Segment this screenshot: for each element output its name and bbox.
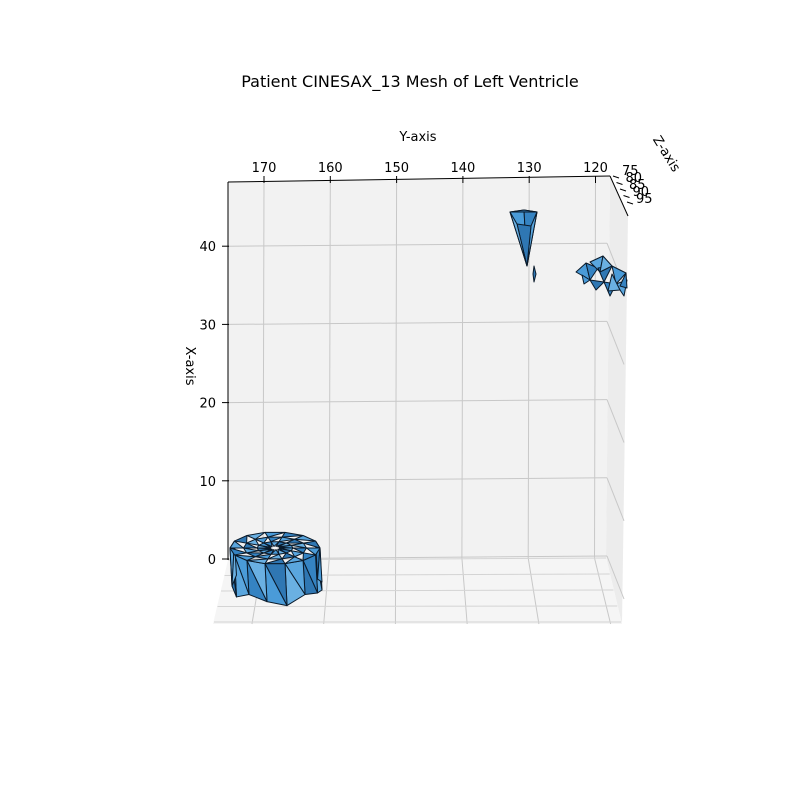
x-tick-label: 30 [199,318,216,333]
z-tick-mark [617,183,623,185]
z-tick-mark [627,202,633,204]
x-axis-label: X-axis [182,347,197,386]
x-tick-label: 0 [208,553,216,568]
back-pane [228,176,610,560]
y-tick-label: 160 [318,161,343,176]
x-tick-label: 40 [199,240,216,255]
z-tick-mark [620,189,626,191]
y-tick-label: 140 [450,161,475,176]
x-tick-label: 20 [199,397,216,412]
y-tick-label: 150 [384,161,409,176]
y-tick-label: 130 [517,161,542,176]
y-axis-label: Y-axis [398,130,436,145]
z-tick-label: 95 [636,192,653,207]
right-pane [606,176,628,624]
z-tick-mark [613,176,619,178]
chart-title: Patient CINESAX_13 Mesh of Left Ventricl… [0,72,800,91]
y-tick-label: 120 [583,161,608,176]
y-tick-label: 170 [252,161,277,176]
z-axis-label: Z-axis [649,133,683,175]
x-tick-label: 10 [199,475,216,490]
z-tick-mark [624,196,630,198]
z-floor-grid-line [218,606,618,607]
